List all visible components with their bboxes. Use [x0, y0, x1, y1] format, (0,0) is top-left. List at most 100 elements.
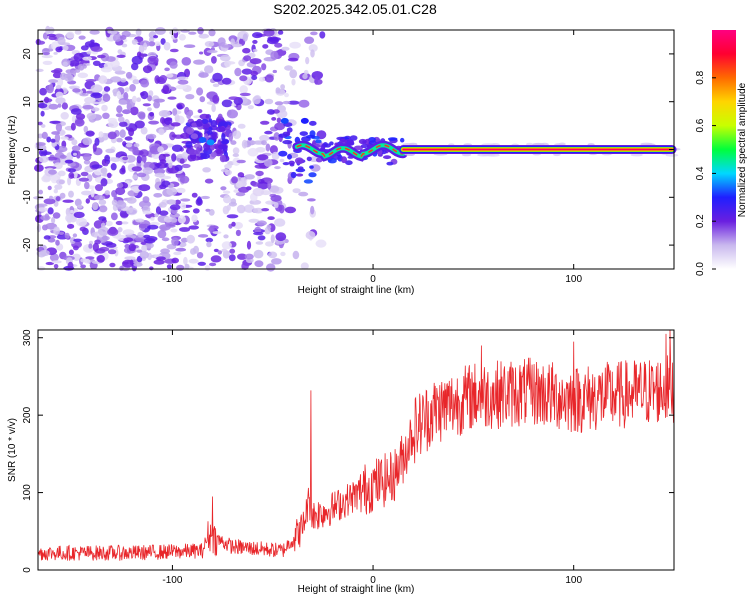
spectrogram-cell [96, 255, 105, 263]
spectrogram-cell [191, 140, 197, 144]
spectrogram-cell [255, 170, 264, 177]
spectrogram-cell [171, 237, 179, 246]
spectrogram-cell [46, 136, 52, 143]
spectrogram-cell [46, 156, 58, 161]
spectrogram-cell [244, 174, 255, 180]
spectrogram-cell [52, 71, 63, 79]
spectrogram-cell [235, 192, 246, 197]
spectrogram-cell [181, 163, 191, 169]
spectrogram-cell [53, 226, 60, 236]
spectrogram-cell [183, 44, 196, 48]
spectrogram-cell [82, 137, 93, 146]
spectrogram-cell [67, 261, 74, 270]
spectrogram-cell [259, 134, 270, 142]
spectrogram-cell [35, 68, 44, 72]
spectrogram-cell [39, 87, 47, 96]
spectrogram-cell [267, 109, 275, 115]
spectrogram-cell [54, 133, 61, 143]
spectrogram-cell [229, 248, 236, 254]
spectrogram-cell [303, 69, 309, 75]
spectrogram-cell [186, 234, 195, 244]
spectrogram-cell [157, 146, 164, 153]
spectrogram-cell [100, 222, 106, 229]
spectrogram-cell [287, 154, 292, 160]
spectrogram-cell [198, 72, 209, 78]
spectrogram-cell [185, 127, 195, 135]
spectrogram-cell [49, 83, 54, 92]
spectrogram-cell [216, 149, 222, 155]
spectrogram-cell [249, 58, 262, 65]
spectrogram-cell [136, 155, 142, 164]
spectrogram-cell [264, 130, 273, 135]
spectrogram-cell [170, 217, 178, 223]
spectrogram-cell [358, 138, 367, 145]
spectrogram-cell [279, 158, 285, 163]
spectrogram-cell [192, 208, 200, 214]
spectrogram-cell [300, 117, 309, 124]
spectrogram-cell [55, 91, 64, 99]
spectrogram-cell [199, 51, 204, 55]
spectrogram-cell [270, 50, 279, 60]
spectrogram-cell [231, 43, 243, 48]
spectrogram-cell [104, 154, 110, 162]
spectrogram-cell [461, 153, 472, 157]
spectrogram-cell [137, 111, 146, 119]
spectrogram-cell [211, 56, 217, 64]
spectrogram-cell [64, 159, 74, 164]
spectrogram-cell [45, 261, 54, 266]
spectrogram-cell [287, 100, 300, 105]
spectrogram-cell [69, 209, 74, 214]
spectrogram-cell [90, 84, 103, 93]
spectrogram-cell [210, 255, 222, 263]
spectrogram-cell [44, 96, 50, 104]
spectrogram-cell [299, 131, 308, 137]
spectrogram-cell [111, 212, 118, 221]
spectrogram-cell [300, 262, 309, 270]
spectrogram-cell [94, 137, 100, 146]
spectrogram-cell [257, 154, 269, 161]
spectrogram-cell [44, 213, 50, 219]
spectrogram-cell [69, 60, 80, 67]
spectrogram-cell [73, 245, 79, 251]
spectrogram-cell [67, 176, 72, 186]
spectrogram-cell [212, 94, 220, 104]
spectrogram-cell [59, 192, 66, 199]
spectrogram-cell [198, 136, 207, 143]
spectrogram-cell [86, 112, 97, 120]
spectrogram-cell [226, 109, 238, 119]
spectrogram-cell [153, 101, 161, 109]
spectrogram-cell [290, 171, 297, 179]
spectrogram-cell [179, 175, 190, 184]
spectrogram-cell [53, 188, 58, 194]
spectrogram-cell [131, 95, 137, 103]
spectrogram-cell [191, 122, 198, 128]
spectrogram-cell [221, 248, 228, 253]
spectrogram-cell [182, 210, 190, 213]
spectrogram-cell [211, 104, 216, 113]
spectrogram-cell [221, 44, 232, 48]
spectrogram-cell [42, 52, 50, 56]
y-tick-label: 300 [22, 329, 33, 346]
spectrogram-cell [98, 199, 107, 205]
spectrogram-cell [53, 51, 58, 55]
y-tick-label: 200 [22, 406, 33, 423]
spectrogram-cell [274, 101, 284, 106]
spectrogram-cell [180, 202, 187, 210]
spectrogram-cell [37, 207, 49, 212]
spectrogram-cell [153, 98, 165, 103]
spectrogram-cell [278, 133, 288, 138]
spectrogram-cell [278, 204, 285, 214]
spectrogram-cell [105, 148, 115, 154]
spectrogram-cell [169, 204, 181, 211]
spectrogram-cell [47, 33, 56, 37]
spectrogram-cell [252, 187, 264, 197]
spectrogram-cell [160, 117, 165, 124]
spectrogram-cell [115, 201, 127, 209]
spectrogram-cell [78, 177, 89, 182]
spectrogram-cell [239, 75, 248, 82]
spectrogram-cell [58, 157, 69, 165]
spectrogram-cell [136, 249, 143, 253]
spectrogram-cell [116, 91, 122, 99]
spectrogram-xlabel: Height of straight line (km) [298, 285, 415, 296]
spectrogram-cell [48, 169, 57, 175]
